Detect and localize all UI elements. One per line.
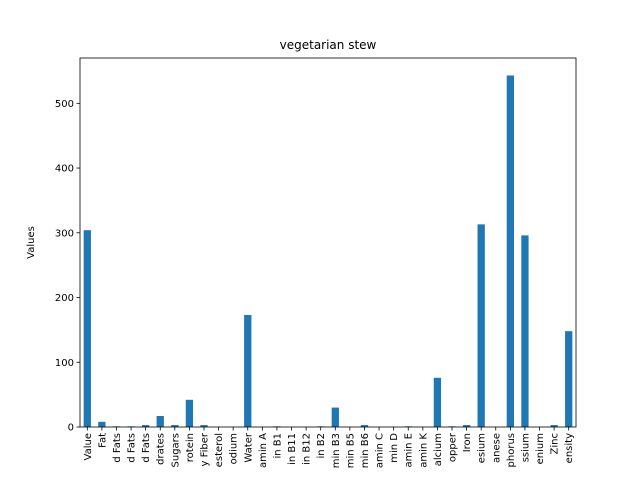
- bar-6: [171, 425, 179, 427]
- x-tick-label-12: amin A: [258, 433, 269, 468]
- bar-17: [331, 407, 339, 427]
- x-tick-label-10: odium: [229, 433, 240, 464]
- bar-26: [462, 425, 471, 427]
- bar-7: [185, 399, 194, 427]
- x-tick-label-11: Water: [243, 432, 254, 462]
- y-tick-label-4: 400: [55, 164, 74, 175]
- x-tick-label-1: Fat: [97, 433, 108, 448]
- x-tick-label-32: Zinc: [550, 433, 561, 454]
- x-tick-label-21: min D: [389, 433, 400, 463]
- x-tick-label-0: Value: [83, 433, 94, 460]
- y-tick-label-1: 100: [55, 358, 74, 369]
- x-tick-label-9: esterol: [214, 433, 225, 467]
- x-tick-label-7: rotein: [185, 433, 196, 462]
- x-tick-label-31: enium: [535, 433, 546, 464]
- x-tick-label-33: ensity: [564, 433, 575, 463]
- bar-33: [565, 331, 573, 427]
- x-tick-label-4: d Fats: [141, 433, 152, 463]
- x-tick-label-6: Sugars: [170, 433, 181, 467]
- x-tick-label-24: alcium: [433, 433, 444, 466]
- bar-19: [360, 425, 369, 427]
- x-tick-label-14: in B11: [287, 433, 298, 465]
- x-tick-label-2: d Fats: [112, 433, 123, 463]
- bar-1: [98, 421, 106, 427]
- bar-27: [477, 224, 485, 427]
- x-tick-label-22: amin E: [404, 433, 415, 467]
- bars: [83, 75, 573, 427]
- y-tick-label-5: 500: [55, 99, 74, 110]
- y-tick-label-0: 0: [68, 423, 74, 434]
- bar-30: [521, 235, 529, 427]
- x-tick-label-29: phorus: [506, 433, 517, 467]
- x-tick-label-5: drates: [156, 433, 167, 465]
- bar-8: [200, 425, 208, 427]
- x-tick-label-26: Iron: [462, 433, 473, 452]
- chart-title: vegetarian stew: [280, 38, 377, 52]
- y-tick-label-2: 200: [55, 293, 74, 304]
- axes-frame: [79, 57, 577, 428]
- x-tick-label-28: anese: [491, 433, 502, 463]
- x-tick-label-25: opper: [448, 432, 459, 462]
- y-axis-ticks: 0 100 200 300 400 500: [55, 99, 80, 434]
- y-tick-label-3: 300: [55, 228, 74, 239]
- bar-0: [83, 230, 91, 427]
- x-tick-label-27: esium: [477, 433, 488, 463]
- x-tick-label-15: in B12: [302, 433, 313, 465]
- bar-24: [433, 377, 442, 427]
- x-tick-label-30: ssium: [520, 433, 531, 462]
- bar-4: [142, 425, 150, 427]
- x-tick-label-23: amin K: [418, 433, 429, 468]
- bar-11: [244, 315, 252, 427]
- x-tick-label-17: min B3: [331, 433, 342, 468]
- x-tick-label-8: y Fiber: [200, 432, 211, 466]
- x-tick-label-13: in B1: [272, 433, 283, 459]
- x-tick-label-18: min B5: [345, 433, 356, 468]
- bar-5: [156, 415, 164, 427]
- x-tick-label-3: d Fats: [127, 433, 138, 463]
- x-tick-label-16: in B2: [316, 433, 327, 459]
- x-tick-label-19: min B6: [360, 433, 371, 468]
- x-axis-ticks: Value Fat d Fats d Fats d Fats drates Sugars ro…: [83, 427, 575, 468]
- y-axis-label: Values: [26, 226, 37, 259]
- bar-29: [506, 75, 514, 427]
- x-tick-label-20: amin C: [375, 433, 386, 468]
- bar-32: [550, 425, 558, 427]
